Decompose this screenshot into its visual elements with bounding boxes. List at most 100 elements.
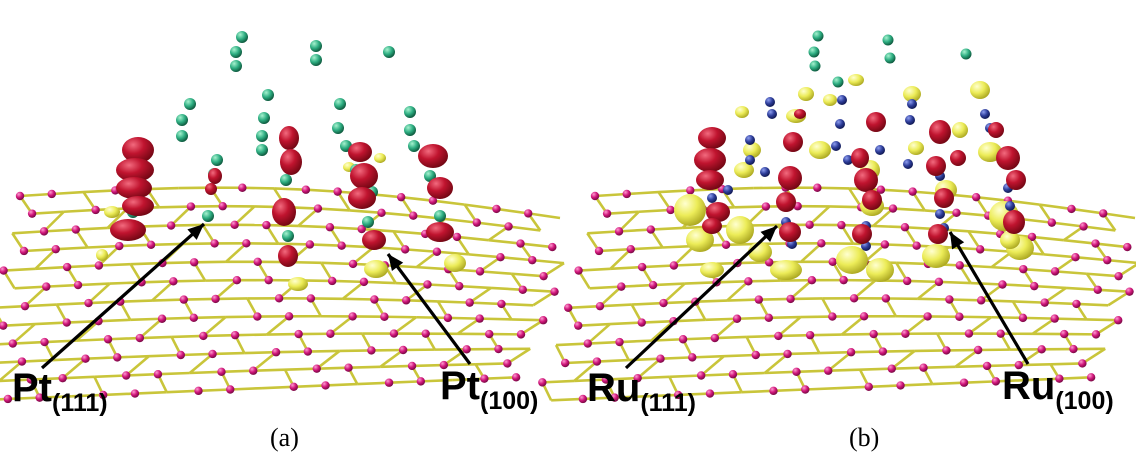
cc-bond	[393, 316, 417, 335]
carbon-atom	[666, 205, 675, 215]
cc-bond	[55, 246, 88, 251]
carbon-atom	[528, 255, 537, 265]
cc-bond	[393, 229, 426, 236]
cc-bond	[476, 221, 509, 228]
cc-bond	[134, 390, 167, 395]
carbon-atom	[230, 330, 240, 340]
cc-bond	[1054, 270, 1087, 276]
carbon-atom	[710, 333, 720, 343]
pt-atom	[176, 114, 188, 126]
carbon-atom	[344, 363, 353, 372]
carbon-atom	[409, 211, 418, 220]
cc-bond	[233, 205, 256, 226]
carbon-atom	[1018, 313, 1028, 323]
cc-bond	[789, 279, 813, 300]
cc-bond	[777, 316, 802, 337]
cc-bond	[641, 319, 674, 324]
cc-bond	[0, 360, 23, 382]
cc-bond	[34, 248, 57, 270]
carbon-atom	[1050, 267, 1060, 276]
ru-atom	[1005, 201, 1015, 211]
carbon-atom	[761, 202, 771, 211]
cc-bond	[443, 362, 476, 367]
carbon-atom	[518, 285, 527, 294]
cc-bond	[500, 255, 533, 262]
cc-bond	[1018, 348, 1043, 367]
carbon-atom	[1099, 209, 1108, 218]
carbon-atom	[688, 353, 697, 362]
carbon-atom	[249, 366, 258, 375]
cc-bond	[995, 378, 1028, 383]
carbon-atom	[659, 298, 668, 308]
carbon-atom	[1069, 344, 1078, 354]
carbon-atom	[333, 187, 342, 196]
carbon-atom	[303, 347, 313, 356]
positive-density-lobe	[996, 146, 1020, 170]
cc-bond	[309, 243, 342, 248]
cc-bond	[479, 317, 512, 321]
cc-bond	[1012, 300, 1045, 304]
positive-density-lobe	[427, 177, 453, 199]
negative-density-lobe	[364, 260, 388, 278]
cc-bond	[427, 283, 460, 288]
carbon-atom	[859, 312, 869, 321]
cc-bond	[662, 282, 686, 305]
carbon-atom	[964, 329, 974, 338]
ru-atom	[745, 155, 755, 165]
cc-bond	[829, 205, 862, 209]
ru-atom	[837, 95, 847, 105]
cc-bond	[522, 288, 555, 293]
carbon-atom	[284, 312, 294, 321]
cc-bond	[589, 285, 622, 290]
cc-bond	[75, 226, 108, 231]
carbon-atom	[849, 294, 859, 303]
negative-density-lobe	[978, 142, 1002, 162]
pt-atom	[280, 174, 292, 186]
carbon-atom	[398, 345, 408, 355]
ru-atom	[831, 141, 841, 151]
carbon-atom	[253, 257, 262, 266]
cc-bond	[841, 315, 865, 336]
cc-bond	[817, 186, 850, 190]
cc-bond	[532, 290, 556, 307]
label-ru-100: Ru(100)	[1002, 364, 1114, 415]
carbon-atom	[601, 375, 611, 384]
positive-density-lobe	[706, 202, 730, 222]
carbon-atom	[973, 345, 983, 355]
cc-bond	[147, 186, 179, 191]
cc-bond	[1018, 362, 1051, 367]
carbon-atom	[538, 378, 547, 387]
cc-bond	[836, 385, 869, 390]
cc-bond	[904, 315, 929, 335]
cc-bond	[755, 352, 788, 357]
cc-bond	[955, 364, 988, 369]
carbon-atom	[497, 299, 506, 309]
cc-bond	[305, 188, 338, 193]
carbon-atom	[880, 240, 890, 249]
carbon-atom	[548, 242, 557, 252]
positive-density-lobe	[929, 120, 951, 144]
cc-bond	[642, 264, 674, 269]
cc-bond	[225, 315, 258, 319]
cc-bond	[361, 227, 394, 233]
cc-bond	[329, 315, 354, 335]
carbon-atom	[306, 294, 316, 303]
carbon-atom	[1027, 232, 1037, 242]
cc-bond	[506, 347, 531, 365]
positive-density-lobe	[854, 168, 878, 192]
ru-atom	[723, 185, 733, 195]
cc-bond	[669, 374, 702, 379]
cc-bond	[348, 365, 381, 370]
positive-density-lobe	[779, 222, 801, 242]
cc-bond	[587, 230, 620, 235]
carbon-atom	[1103, 255, 1112, 265]
cc-bond	[125, 355, 150, 377]
ru-atom	[980, 109, 990, 119]
carbon-atom	[839, 275, 848, 285]
cc-bond	[1022, 316, 1055, 320]
cc-bond	[278, 242, 310, 246]
cc-bond	[763, 352, 789, 375]
cc-bond	[447, 316, 480, 320]
cc-bond	[7, 396, 40, 401]
cc-bond	[363, 280, 396, 285]
